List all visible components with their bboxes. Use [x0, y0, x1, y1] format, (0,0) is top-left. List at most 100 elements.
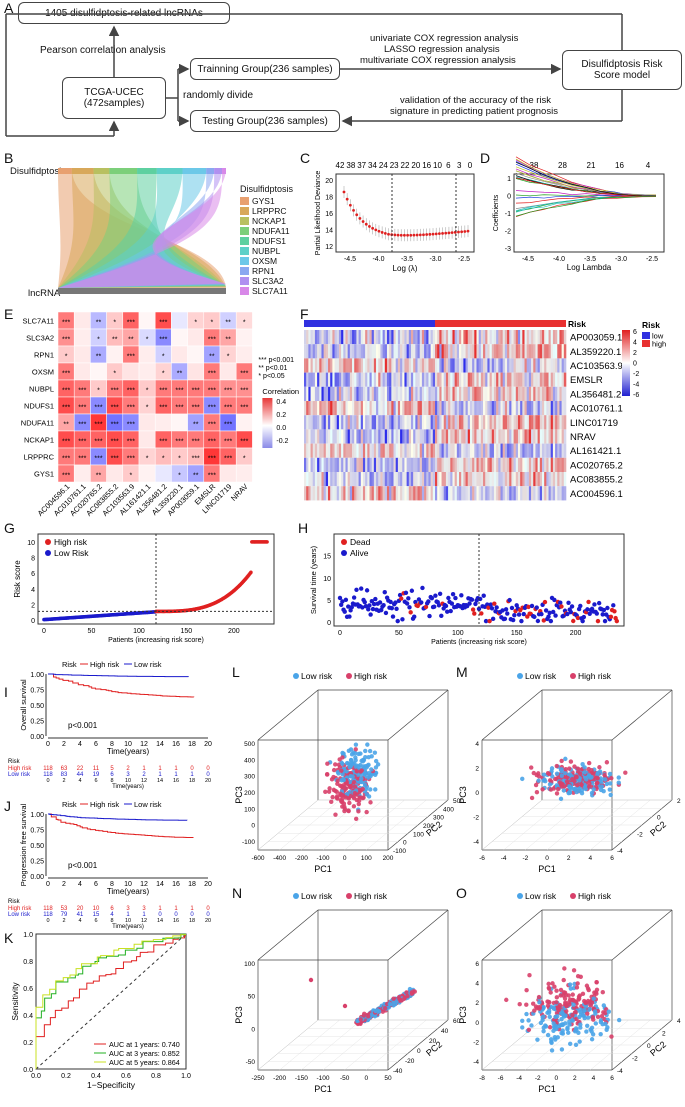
expr-cell [539, 386, 543, 401]
pca-high-point [554, 1000, 559, 1005]
pca-outlier [342, 1003, 348, 1009]
pca-high-point [552, 984, 557, 989]
alive-point [363, 604, 369, 609]
panel-d-letter: D [480, 150, 491, 166]
y-tick: 8 [31, 556, 35, 563]
expr-cell [432, 486, 436, 501]
pca-high-point [575, 981, 580, 986]
expr-cell [360, 330, 364, 345]
expr-cell [365, 372, 368, 387]
cv-point [348, 203, 352, 207]
expr-cell [557, 401, 560, 416]
expr-cell [380, 457, 383, 472]
sig-legend: *** p<0.001 [258, 357, 294, 364]
expr-cell [535, 386, 538, 401]
expr-cell [496, 443, 499, 458]
cv-point [403, 233, 406, 237]
x-axis-label: Log (λ) [393, 264, 418, 273]
alive-point [354, 587, 359, 593]
y-tick: 15 [323, 554, 331, 561]
alive-point [601, 607, 607, 613]
alive-point [481, 593, 486, 598]
expr-cell [419, 330, 423, 345]
expr-cell [369, 358, 372, 373]
pca-high-point [347, 784, 352, 790]
expr-cell [373, 330, 377, 345]
expr-cell [507, 457, 510, 472]
expr-cell [397, 429, 401, 444]
pca-y-tick: 6 [475, 961, 479, 968]
expr-row-label: EMSLR [570, 375, 603, 386]
y-tick: 0.6 [23, 986, 33, 993]
expr-cell [310, 372, 314, 387]
expr-cell [437, 472, 440, 487]
expr-cell [493, 486, 497, 501]
pca-low-point [578, 1022, 583, 1027]
expr-cell [410, 457, 414, 472]
expr-cell [563, 386, 567, 401]
alive-point [409, 588, 415, 593]
risk-table-count: 11 [93, 766, 100, 772]
expr-cell [317, 330, 320, 345]
x-tick: 4 [78, 881, 82, 888]
pca-high-point [554, 763, 559, 769]
expr-cell [480, 344, 484, 359]
x-tick: 10 [124, 881, 132, 888]
expr-cell [332, 486, 335, 501]
expr-cell [507, 429, 510, 444]
expr-cell [546, 486, 549, 501]
expr-cell [478, 401, 482, 416]
alive-point [347, 614, 352, 619]
expr-cell [332, 472, 335, 487]
alive-point [443, 603, 449, 609]
expr-cell [539, 429, 543, 444]
expr-cell [419, 386, 423, 401]
expr-cell [323, 457, 327, 472]
expr-cell [330, 344, 333, 359]
pca-z-tick: -40 [393, 1068, 403, 1075]
expr-cell [336, 358, 340, 373]
expr-cell [467, 415, 471, 430]
expr-cell [328, 486, 331, 501]
expr-cell [341, 372, 344, 387]
expr-cell [469, 486, 473, 501]
expr-cell [341, 344, 344, 359]
pca-low-point [373, 787, 378, 792]
expr-cell [356, 386, 359, 401]
top-tick: 38 [346, 161, 355, 170]
pca-high-point [548, 990, 553, 995]
expr-cell [476, 358, 479, 373]
heatmap-cell [187, 362, 205, 381]
expr-cell [432, 386, 436, 401]
cell-stars: ** [225, 320, 231, 327]
x-tick: 50 [395, 630, 403, 637]
y-tick: 20 [325, 178, 333, 185]
expr-cell [312, 330, 316, 345]
expr-cell [511, 401, 514, 416]
expr-cell [548, 386, 552, 401]
expr-cell [463, 457, 466, 472]
pca-high-point [577, 771, 583, 776]
pca-y-tick: 0 [251, 1026, 255, 1033]
cell-stars: ** [225, 337, 231, 344]
expr-cell [439, 415, 442, 430]
expr-cell [306, 429, 309, 444]
expr-cell [509, 330, 512, 345]
pca-y-tick: 4 [475, 981, 479, 988]
expr-cell [319, 344, 322, 359]
expr-cell [323, 486, 327, 501]
x-tick: 6 [94, 881, 98, 888]
expr-cell [531, 486, 534, 501]
y-tick: 0 [327, 620, 331, 627]
expr-cell [310, 443, 314, 458]
pca-high-point [561, 977, 566, 983]
expr-cell [362, 415, 366, 430]
expr-cell [435, 457, 438, 472]
expr-cell [328, 330, 331, 345]
panel-i-letter: I [4, 684, 8, 700]
expr-cell [489, 358, 493, 373]
expr-cell [382, 386, 386, 401]
pca-high-point [524, 987, 529, 993]
expr-cell [555, 429, 558, 444]
expr-cell [330, 415, 333, 430]
